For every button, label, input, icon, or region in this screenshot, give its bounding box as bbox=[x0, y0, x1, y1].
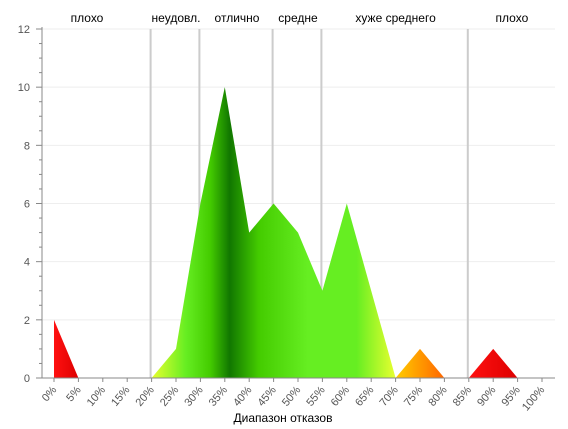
x-tick-label: 0% bbox=[40, 384, 60, 404]
y-tick-label: 0 bbox=[24, 373, 30, 385]
y-tick-label: 2 bbox=[24, 315, 30, 327]
band-label: плохо bbox=[71, 11, 104, 25]
y-tick-label: 12 bbox=[18, 24, 30, 36]
x-tick-label: 80% bbox=[426, 384, 449, 409]
y-tick-label: 4 bbox=[24, 257, 30, 269]
x-tick-label: 5% bbox=[64, 384, 84, 404]
x-tick-label: 35% bbox=[207, 384, 230, 409]
x-tick-label: 45% bbox=[256, 384, 279, 409]
x-tick-label: 30% bbox=[182, 384, 205, 409]
x-tick-label: 100% bbox=[520, 384, 547, 413]
y-tick-label: 8 bbox=[24, 140, 30, 152]
y-tick-label: 10 bbox=[18, 82, 30, 94]
rating-bands: плохо неудовл. отлично средне хуже среднего п… bbox=[71, 11, 529, 378]
x-tick-label: 75% bbox=[402, 384, 425, 409]
x-tick-label: 15% bbox=[109, 384, 132, 409]
band-label: средне bbox=[278, 11, 318, 25]
x-tick-label: 10% bbox=[85, 384, 108, 409]
x-tick-label: 65% bbox=[353, 384, 376, 409]
area-segment-low bbox=[54, 319, 79, 378]
area-segment-high bbox=[468, 348, 518, 378]
x-tick-label: 20% bbox=[134, 384, 157, 409]
area-series bbox=[54, 87, 518, 379]
band-label: плохо bbox=[496, 11, 529, 25]
area-segment-orange bbox=[395, 348, 445, 378]
x-tick-label: 90% bbox=[475, 384, 498, 409]
x-tick-label: 40% bbox=[231, 384, 254, 409]
x-tick-label: 55% bbox=[304, 384, 327, 409]
band-label: отлично bbox=[215, 11, 260, 25]
x-tick-label: 50% bbox=[280, 384, 303, 409]
y-tick-label: 6 bbox=[24, 199, 30, 211]
area-segment-main bbox=[151, 87, 396, 379]
x-tick-label: 85% bbox=[451, 384, 474, 409]
x-tick-label: 70% bbox=[378, 384, 401, 409]
band-label: хуже среднего bbox=[355, 11, 436, 25]
band-label: неудовл. bbox=[152, 11, 201, 25]
x-tick-label: 25% bbox=[158, 384, 181, 409]
x-axis-title: Диапазон отказов bbox=[234, 411, 333, 425]
x-tick-label: 60% bbox=[329, 384, 352, 409]
